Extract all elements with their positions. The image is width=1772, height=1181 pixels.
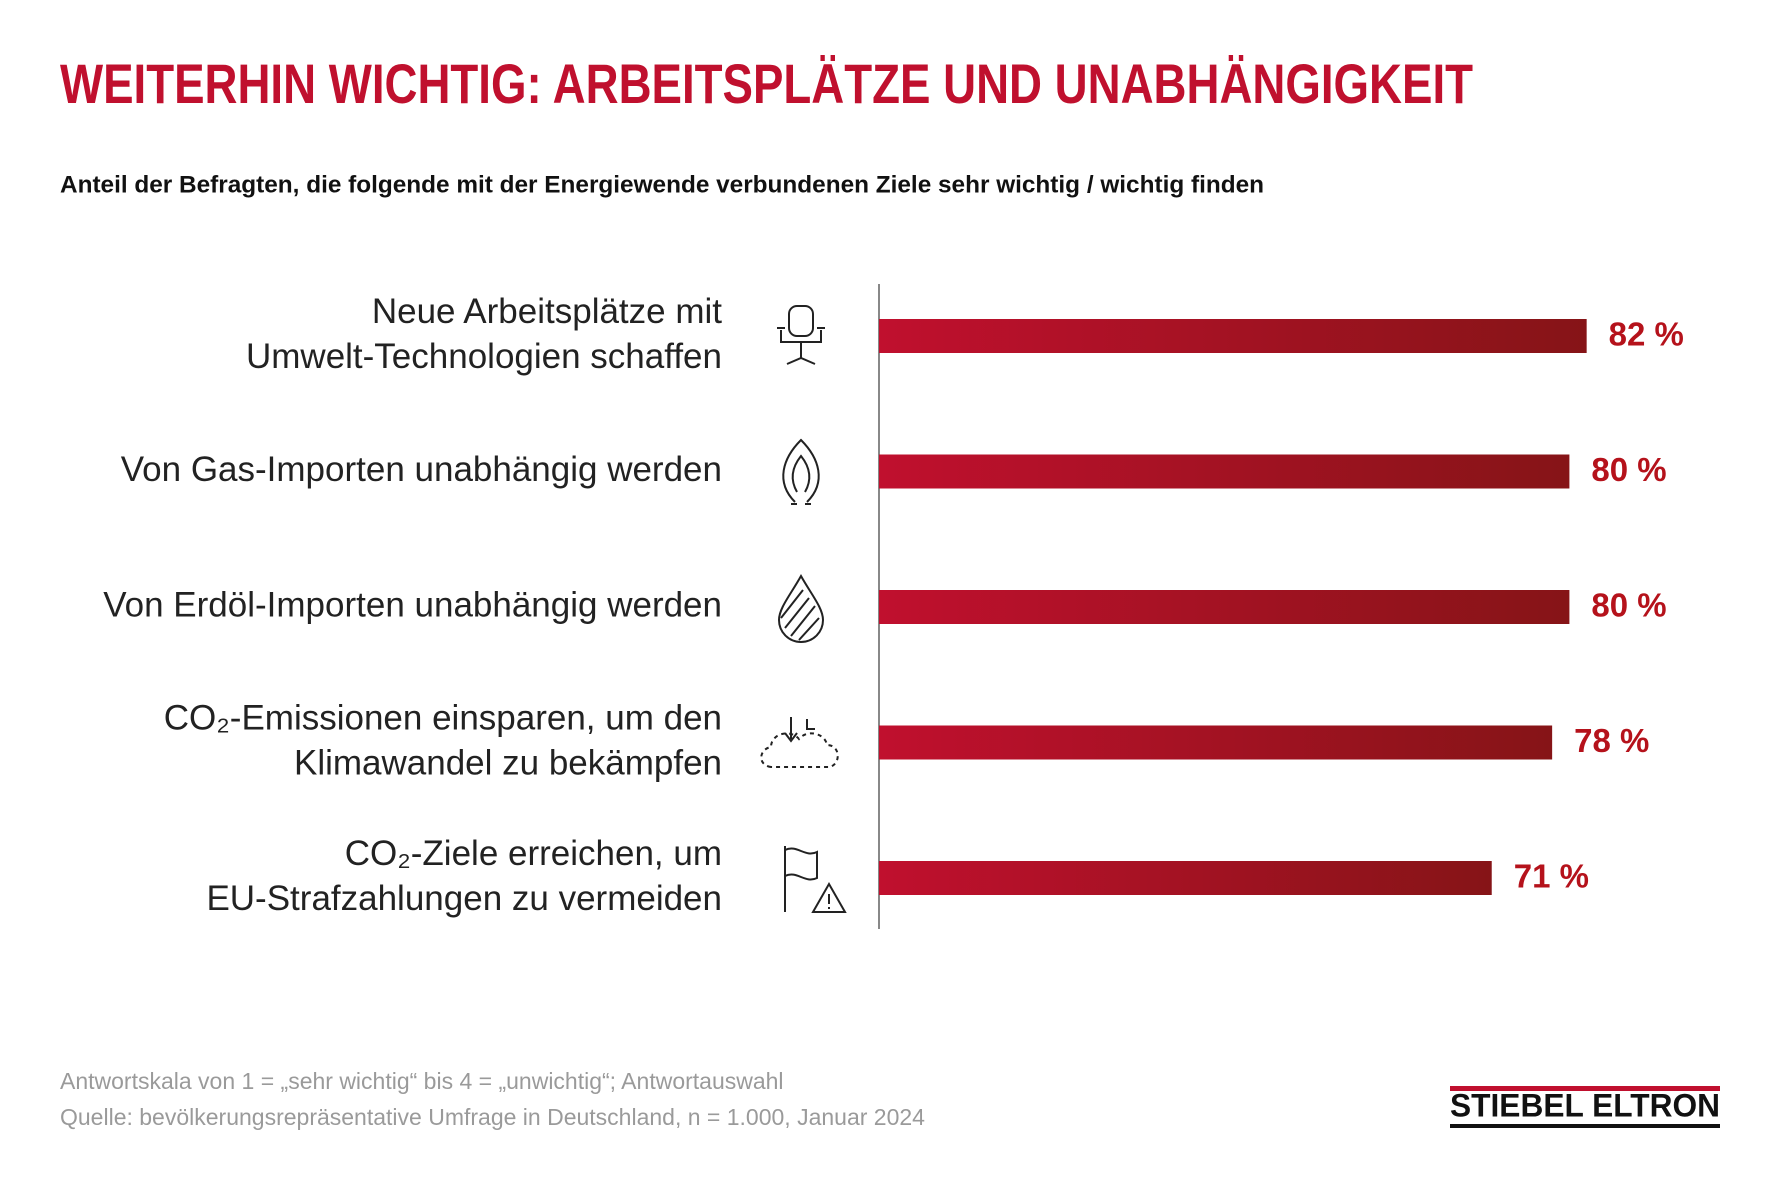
category-label: CO₂-Emissionen einsparen, um den — [164, 698, 722, 737]
flag-warning-icon — [784, 846, 847, 913]
chart-subtitle: Anteil der Befragten, die folgende mit d… — [60, 171, 1264, 198]
value-label: 78 % — [1574, 722, 1649, 759]
bar — [879, 454, 1570, 489]
category-label: Klimawandel zu bekämpfen — [294, 743, 722, 782]
chart-title: WEITERHIN WICHTIG: ARBEITSPLÄTZE UND UNA… — [60, 52, 1473, 115]
logo: STIEBEL ELTRON — [1450, 1087, 1720, 1123]
bar — [879, 590, 1570, 624]
oil-icon — [777, 573, 825, 643]
footnote: Quelle: bevölkerungsrepräsentative Umfra… — [60, 1104, 925, 1130]
category-label: Umwelt-Technologien schaffen — [246, 337, 722, 376]
bar — [879, 725, 1553, 760]
value-label: 80 % — [1591, 587, 1666, 624]
category-label: EU-Strafzahlungen zu vermeiden — [206, 879, 722, 918]
category-label: Von Erdöl-Importen unabhängig werden — [103, 585, 722, 624]
value-label: 80 % — [1591, 451, 1666, 488]
value-label: 82 % — [1609, 316, 1684, 353]
gas-icon — [782, 438, 820, 505]
bar — [879, 861, 1492, 895]
co2-icon — [760, 717, 839, 768]
footnote: Antwortskala von 1 = „sehr wichtig“ bis … — [60, 1068, 784, 1094]
category-label: Von Gas-Importen unabhängig werden — [121, 450, 722, 489]
bar — [879, 319, 1587, 353]
category-label: Neue Arbeitsplätze mit — [372, 292, 722, 331]
logo-bar-top — [1450, 1086, 1720, 1091]
category-label: CO₂-Ziele erreichen, um — [345, 834, 722, 873]
chair-icon — [777, 305, 825, 365]
value-label: 71 % — [1514, 858, 1589, 895]
logo-bar-bottom — [1450, 1124, 1720, 1128]
